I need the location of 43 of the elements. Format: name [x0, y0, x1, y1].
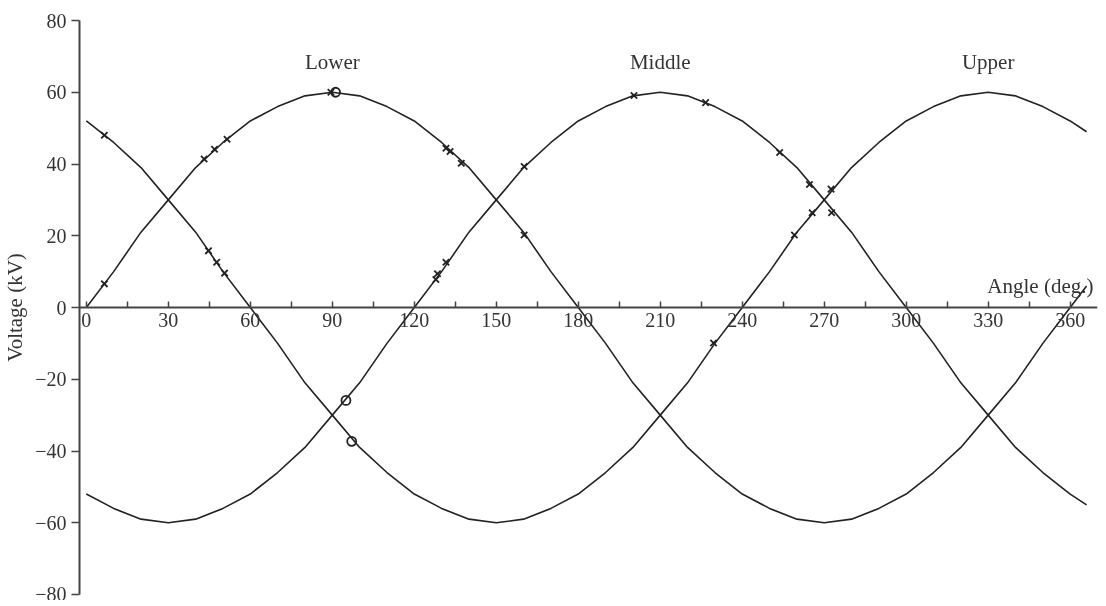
point: [200, 154, 209, 164]
point: [340, 395, 352, 406]
x-axis-title: Angle (deg.): [987, 273, 1094, 298]
series-label: Lower: [304, 50, 360, 75]
y-tick-label: −20: [35, 368, 67, 391]
x-tick-label: 0: [81, 308, 92, 331]
point: [775, 148, 784, 157]
point: [346, 435, 358, 447]
point: [330, 86, 341, 98]
y-axis-title: Voltage (kV): [3, 253, 28, 362]
x-tick-label: 90: [322, 308, 343, 331]
y-tick-label: 60: [46, 81, 67, 104]
y-tick-label: 20: [46, 224, 67, 247]
point: [805, 180, 814, 189]
point: [520, 230, 529, 240]
point: [326, 88, 336, 97]
x-tick-label: 330: [973, 308, 1004, 331]
x-tick-label: 30: [158, 308, 179, 331]
series-label: Middle: [629, 50, 691, 75]
x-tick-label: 210: [645, 308, 676, 331]
y-tick-label: −60: [35, 511, 67, 534]
point: [100, 279, 109, 288]
point: [826, 185, 836, 194]
point: [222, 135, 232, 144]
point: [701, 98, 710, 107]
point: [431, 275, 440, 284]
x-tick-label: 150: [481, 308, 512, 331]
point: [210, 145, 219, 154]
x-tick-label: 270: [809, 308, 840, 331]
point: [457, 159, 466, 168]
point: [220, 268, 229, 278]
point: [212, 258, 221, 267]
series-label: Upper: [961, 50, 1015, 75]
x-tick-label: 60: [240, 308, 261, 331]
y-tick-label: −80: [35, 582, 67, 605]
point: [100, 131, 109, 140]
y-tick-label: 80: [46, 9, 67, 32]
point: [441, 258, 451, 267]
y-tick-label: 40: [46, 153, 67, 175]
point: [446, 147, 455, 156]
y-tick-label: −40: [35, 440, 67, 462]
point: [433, 269, 442, 278]
point: [441, 144, 451, 153]
